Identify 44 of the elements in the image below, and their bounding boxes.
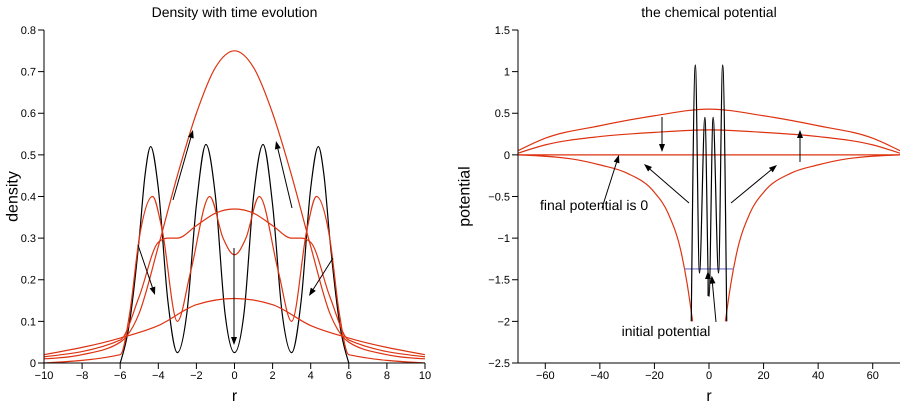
chart-title: Density with time evolution [150,4,318,20]
y-tick-label: 0.5 [494,108,510,120]
x-tick-label: 10 [418,370,432,382]
x-tick-label: −4 [152,370,165,382]
x-axis-title: r [706,388,712,401]
x-tick-label: 4 [308,370,314,382]
x-tick-label: −2 [190,370,203,382]
y-tick-label: −2 [497,316,510,328]
y-axis-title: potential [456,166,474,227]
x-tick-label: 0 [231,370,238,382]
x-axis-title: r [232,388,238,401]
chart-title: the chemical potential [640,4,778,20]
y-tick-label: 0.1 [20,316,36,328]
x-tick-label: −10 [34,370,54,382]
y-tick-label: −2.5 [488,358,510,370]
x-tick-label: −6 [114,370,126,382]
annotation: final potential is 0 [540,197,648,213]
y-tick-label: 1 [504,66,510,79]
y-tick-label: −0.5 [488,191,510,204]
y-tick-label: 0.4 [20,191,36,204]
y-tick-label: 0.5 [20,150,36,162]
x-tick-label: 2 [270,370,276,382]
x-tick-label: 60 [866,370,879,382]
x-tick-label: 6 [346,370,352,382]
y-tick-label: 0 [30,358,36,370]
y-tick-label: 0.2 [20,274,36,287]
y-tick-label: 0.6 [20,108,36,120]
y-tick-label: 0.8 [20,24,36,37]
x-tick-label: −8 [76,370,88,382]
y-tick-label: 0.7 [20,66,36,79]
y-tick-label: 0.3 [20,233,36,246]
y-axis-title: density [4,171,22,222]
annotation: initial potential [622,323,710,339]
y-tick-label: −1 [497,233,510,246]
x-tick-label: 40 [812,370,824,382]
x-tick-label: 0 [706,370,712,382]
x-tick-label: −20 [645,370,664,382]
x-tick-label: 20 [757,370,770,382]
x-tick-label: −60 [536,370,555,382]
y-tick-label: 0 [504,150,510,162]
x-tick-label: 8 [384,370,390,382]
y-tick-label: −1.5 [488,274,510,287]
x-tick-label: −40 [590,370,610,382]
y-tick-label: 1.5 [494,24,510,37]
